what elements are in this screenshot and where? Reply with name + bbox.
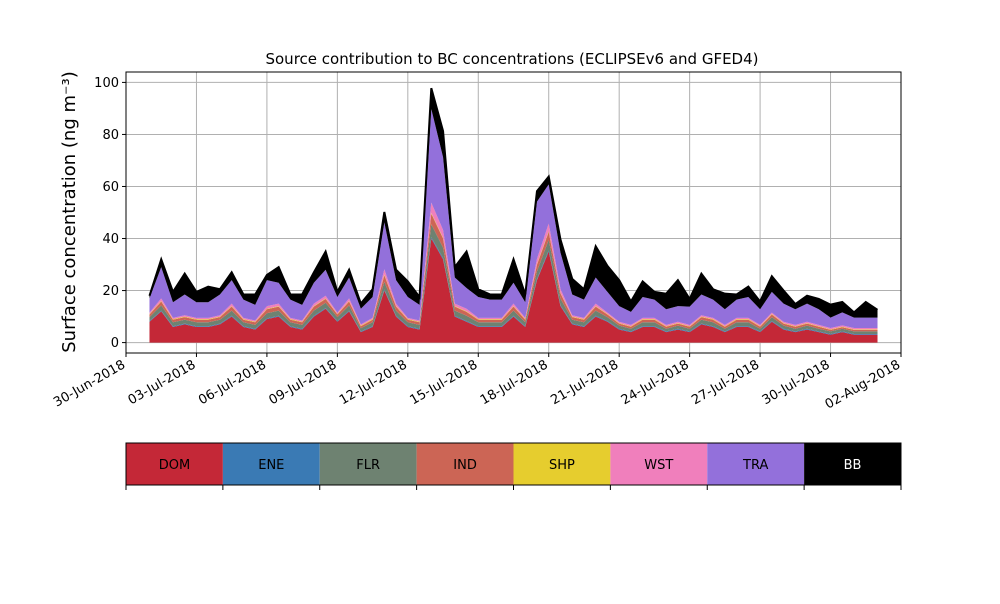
legend-label-dom: DOM: [159, 458, 190, 473]
x-tick-label: 06-Jul-2018: [196, 357, 269, 408]
legend-swatch-tra: [707, 443, 805, 485]
legend-swatch-dom: [126, 443, 223, 485]
y-axis-label: Surface concentration (ng m⁻³): [59, 71, 80, 353]
y-tick-label: 80: [102, 128, 119, 143]
area-ind: [149, 213, 878, 332]
area-flr: [149, 224, 878, 335]
x-tick-label: 12-Jul-2018: [337, 357, 410, 408]
legend-label-flr: FLR: [356, 458, 380, 473]
x-tick-label: 27-Jul-2018: [689, 357, 762, 408]
legend-swatch-bb: [804, 443, 901, 485]
y-tick-label: 0: [111, 336, 119, 351]
plot-area: 0 20 40 60 80 100 30-Jun-201803-Jul-201806-Jul…: [51, 71, 903, 413]
legend-swatch-ene: [222, 443, 320, 485]
area-tra: [149, 108, 878, 329]
legend-label-tra: TRA: [742, 458, 768, 473]
x-tick-label: 03-Jul-2018: [126, 357, 199, 408]
legend-label-shp: SHP: [549, 458, 575, 473]
legend-label-bb: BB: [844, 458, 862, 473]
legend-label-ind: IND: [453, 458, 477, 473]
y-tick-label: 100: [94, 76, 119, 91]
y-tick-label: 40: [102, 232, 119, 247]
y-tick-label: 20: [102, 284, 119, 299]
x-tick-label: 24-Jul-2018: [619, 357, 692, 408]
x-tick-label: 02-Aug-2018: [823, 357, 903, 412]
legend-frame: [125, 442, 902, 486]
x-tick-label: 30-Jul-2018: [760, 357, 833, 408]
area-shp: [149, 213, 878, 330]
x-tick-label: 21-Jul-2018: [548, 357, 621, 408]
legend-swatch-ind: [416, 443, 514, 485]
legend-swatch-flr: [319, 443, 417, 485]
legend-colorbar: DOM ENE FLR IND SHP WST TRA BB: [125, 442, 902, 490]
area-bb: [149, 88, 878, 318]
area-dom: [149, 238, 878, 343]
x-tick-label: 15-Jul-2018: [407, 357, 480, 408]
plot-frame: [125, 71, 902, 354]
x-tick-label: 18-Jul-2018: [478, 357, 551, 408]
x-tick-label: 09-Jul-2018: [267, 357, 340, 408]
x-tick-label: 30-Jun-2018: [51, 357, 128, 410]
chart-title: Source contribution to BC concentrations…: [265, 50, 758, 68]
legend-swatch-wst: [610, 443, 708, 485]
total-outline: [148, 87, 879, 314]
y-tick-label: 60: [102, 180, 119, 195]
legend-label-wst: WST: [644, 458, 673, 473]
legend-label-ene: ENE: [258, 458, 284, 473]
legend-swatch-shp: [513, 443, 611, 485]
area-wst: [149, 202, 878, 330]
